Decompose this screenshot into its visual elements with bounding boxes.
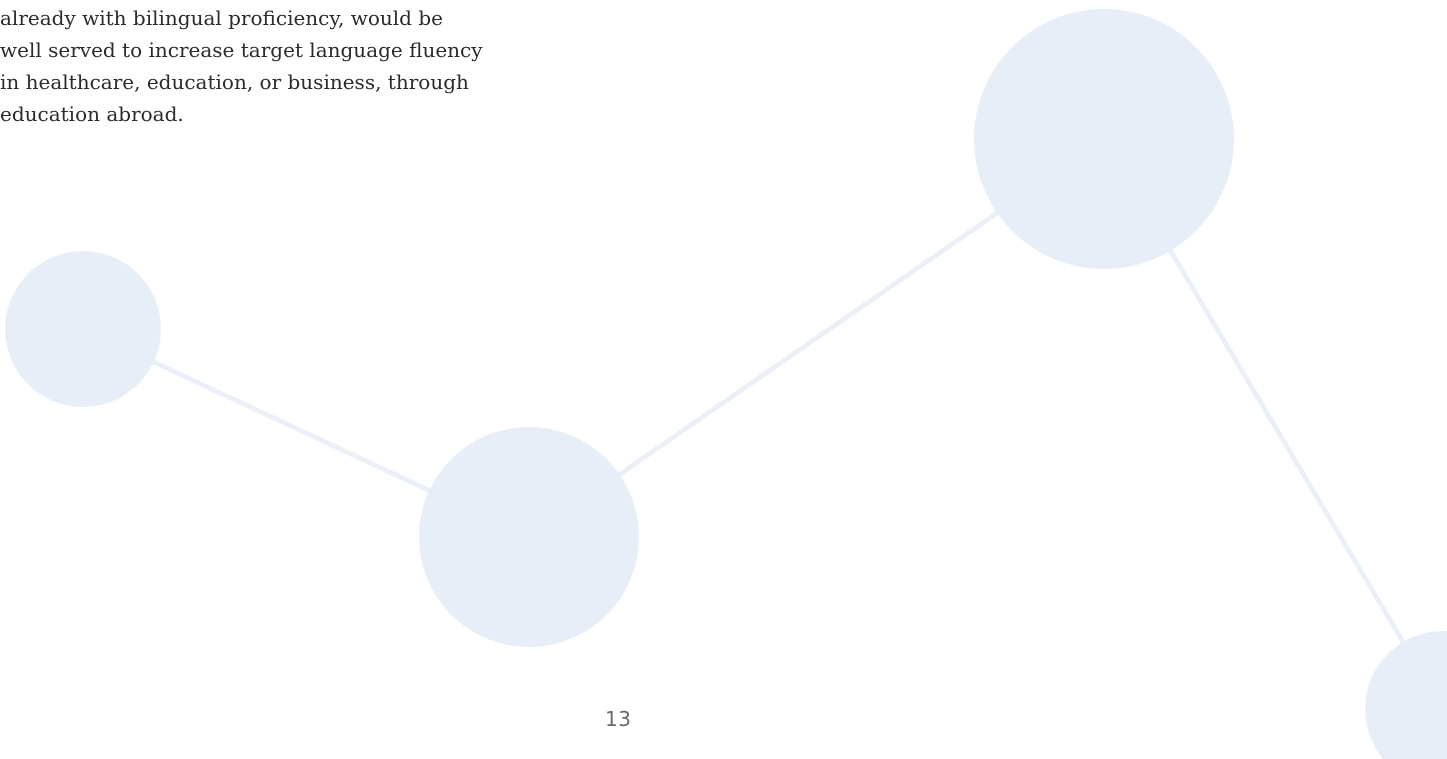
paragraph-line: in healthcare, education, or business, t…	[0, 70, 469, 94]
node-circle	[974, 9, 1234, 269]
node-circle	[5, 251, 161, 407]
paragraph-line: education abroad.	[0, 102, 184, 126]
body-paragraph: already with bilingual proficiency, woul…	[0, 0, 600, 130]
paragraph-line: already with bilingual proficiency, woul…	[0, 6, 443, 30]
paragraph-line: well served to increase target language …	[0, 38, 483, 62]
node-circle	[419, 427, 639, 647]
page-number: 13	[605, 707, 632, 731]
node-circle	[1365, 631, 1447, 759]
